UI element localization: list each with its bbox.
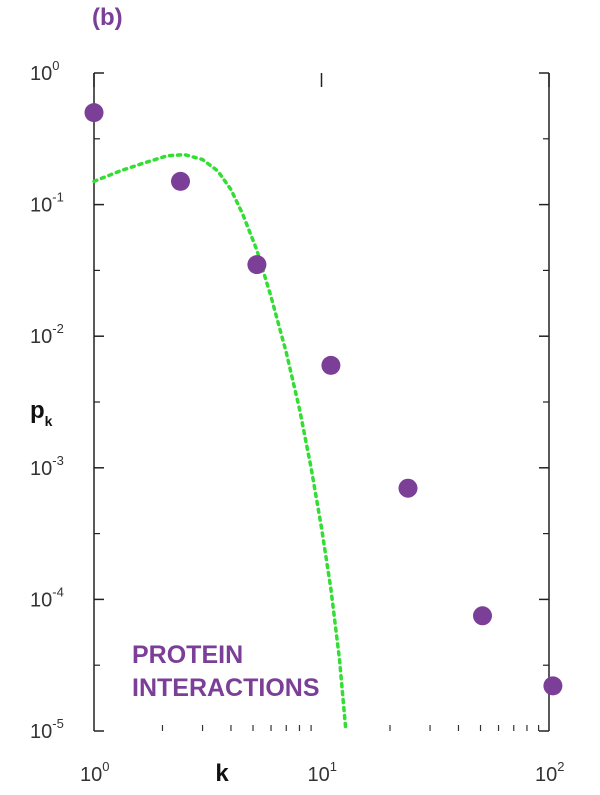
- y-tick-exp: -3: [52, 453, 64, 468]
- x-tick-label: 102: [535, 759, 564, 786]
- x-tick-exp: 2: [557, 759, 564, 774]
- y-tick-base: 10: [30, 63, 52, 85]
- data-point: [473, 606, 492, 626]
- data-points: [84, 103, 563, 696]
- plot-frame: [93, 73, 550, 731]
- panel-label: (b): [92, 4, 123, 31]
- y-tick-base: 10: [30, 589, 52, 611]
- x-tick-label: 100: [80, 759, 109, 786]
- x-tick-exp: 1: [330, 759, 337, 774]
- x-tick-base: 10: [308, 764, 330, 786]
- x-tick-exp: 0: [102, 759, 109, 774]
- y-tick-base: 10: [30, 458, 52, 480]
- x-axis: 100 101 102: [80, 73, 564, 786]
- data-point: [543, 676, 563, 696]
- y-tick-label: 10-4: [30, 584, 64, 611]
- y-axis-title-main: p: [30, 397, 45, 424]
- data-point: [171, 171, 190, 191]
- y-tick-exp: -5: [52, 716, 64, 731]
- y-tick-exp: -2: [52, 321, 64, 336]
- y-tick-label: 10-1: [30, 190, 64, 217]
- y-tick-label: 100: [30, 58, 59, 85]
- annotation-line-1: PROTEIN: [132, 641, 243, 669]
- data-point: [247, 255, 267, 275]
- x-axis-title: k: [215, 760, 229, 787]
- fit-curve-line: [92, 152, 348, 733]
- x-tick-label: 101: [308, 759, 337, 786]
- y-tick-base: 10: [30, 721, 52, 743]
- data-point: [321, 355, 341, 375]
- y-tick-exp: -4: [52, 584, 64, 599]
- x-tick-base: 10: [80, 764, 102, 786]
- data-point: [398, 478, 418, 498]
- annotation-line-2: INTERACTIONS: [132, 674, 320, 702]
- y-tick-label: 10-2: [30, 321, 64, 348]
- y-tick-exp: 0: [52, 58, 59, 73]
- y-axis-title: pk: [30, 397, 53, 429]
- y-tick-exp: -1: [52, 190, 64, 205]
- y-tick-label: 10-5: [30, 716, 64, 743]
- data-point: [84, 103, 104, 123]
- y-tick-base: 10: [30, 195, 52, 217]
- y-tick-label: 10-3: [30, 453, 64, 480]
- y-axis-title-sub: k: [45, 413, 53, 429]
- y-tick-base: 10: [30, 326, 52, 348]
- fit-curve: [92, 152, 348, 733]
- x-tick-base: 10: [535, 764, 557, 786]
